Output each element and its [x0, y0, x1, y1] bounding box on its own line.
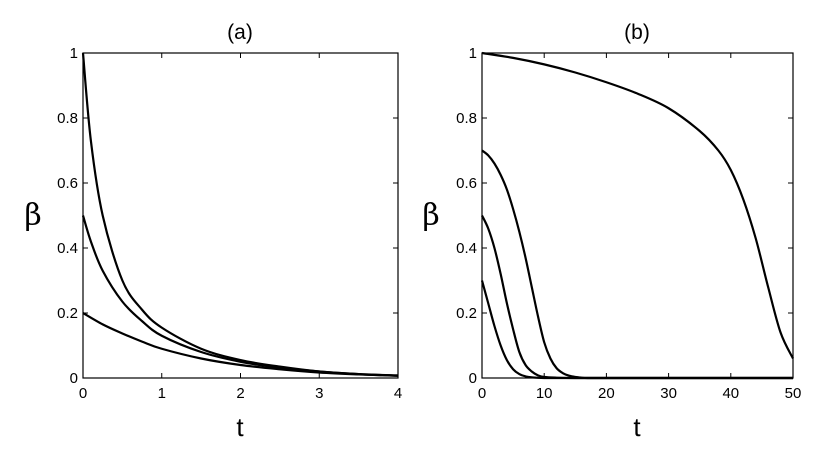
panel-a-series-1-line: [81, 52, 399, 377]
panel-b-series-2-line: [481, 149, 793, 380]
panel-a-ytick-label: 1: [70, 45, 78, 62]
panel-b-curves: [480, 51, 794, 380]
panel-b-ytick-label: 0.6: [456, 175, 477, 192]
panel-b-ytick-label: 0.2: [456, 305, 477, 322]
panel-b-xtick-label: 30: [660, 385, 677, 402]
panel-a-ytick-label: 0.2: [57, 305, 78, 322]
panel-a-yticks: 0 0.2 0.4 0.6 0.8 1: [57, 45, 398, 387]
panel-b-xtick-label: 50: [785, 385, 802, 402]
panel-a-ytick-label: 0.4: [57, 240, 78, 257]
panel-b-xtick-label: 40: [722, 385, 739, 402]
panel-a-xtick-label: 1: [158, 385, 166, 402]
panel-a-frame: [82, 52, 399, 379]
panel-b-xtick-label: 0: [478, 385, 486, 402]
panel-b-ytick-label: 0: [469, 370, 477, 387]
panel-a-xtick-label: 2: [236, 385, 244, 402]
panel-b-ytick-label: 1: [469, 45, 477, 62]
panel-b-title: (b): [624, 21, 650, 44]
panel-a-curves: [81, 52, 399, 377]
panel-b-xlabel: t: [633, 412, 641, 442]
panel-b-xtick-label: 10: [536, 385, 553, 402]
panel-b-xtick-label: 20: [598, 385, 615, 402]
panel-b-yticks: 0 0.2 0.4 0.6 0.8 1: [456, 45, 793, 387]
panel-a-ytick-label: 0.6: [57, 175, 78, 192]
panel-b-series-4-line: [480, 280, 793, 380]
panel-a-xticks: 0 1 2 3 4: [79, 53, 402, 402]
panel-b-ytick-label: 0.8: [456, 110, 477, 127]
panel-a-title: (a): [227, 21, 253, 44]
panel-a-xlabel: t: [236, 412, 244, 442]
panel-b: (b) t β 0 10 20 30 40 50 0 0.2 0.4 0.6 0.8 1: [422, 21, 801, 442]
panel-b-ytick-label: 0.4: [456, 240, 477, 257]
panel-a-ylabel: β: [24, 198, 41, 233]
panel-a: (a) t β 0 1 2 3 4 0 0.2 0.4 0.6 0.8 1: [24, 21, 402, 442]
panel-b-series-3-line: [481, 215, 793, 380]
panel-a-ytick-label: 0.8: [57, 110, 78, 127]
panel-b-ylabel: β: [422, 198, 439, 233]
panel-b-series-1-line: [481, 51, 794, 359]
panel-a-series-3-line: [82, 312, 399, 377]
panel-a-xtick-label: 4: [394, 385, 402, 402]
panel-a-xtick-label: 3: [315, 385, 323, 402]
panel-b-xticks: 0 10 20 30 40 50: [478, 53, 802, 402]
panel-b-frame: [481, 52, 794, 379]
panel-a-xtick-label: 0: [79, 385, 87, 402]
panel-a-ytick-label: 0: [70, 370, 78, 387]
